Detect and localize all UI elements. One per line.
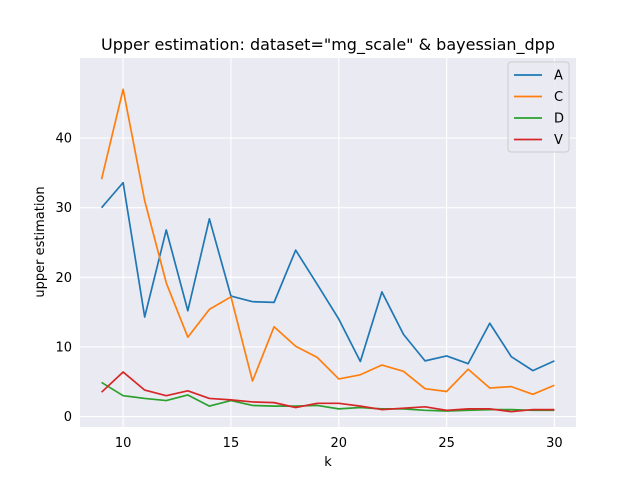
legend-label-A: A — [554, 69, 563, 84]
chart-title: Upper estimation: dataset="mg_scale" & b… — [101, 35, 555, 55]
x-axis-label: k — [324, 455, 332, 470]
x-tick-label: 20 — [331, 436, 348, 451]
y-tick-label: 0 — [64, 410, 72, 425]
grid — [80, 58, 576, 427]
legend-label-C: C — [554, 90, 563, 105]
ticks: 10 15 20 25 30 0 10 20 30 40 — [55, 132, 562, 451]
x-tick-label: 25 — [438, 436, 455, 451]
y-tick-label: 30 — [55, 201, 72, 216]
series-line-C — [100, 88, 555, 396]
series-line-V — [100, 371, 555, 413]
x-tick-label: 15 — [223, 436, 240, 451]
series-line-A — [100, 181, 555, 372]
legend-label-V: V — [554, 133, 563, 148]
y-axis-label: upper estimation — [33, 186, 48, 297]
x-tick-label: 30 — [546, 436, 563, 451]
series-line-D — [101, 381, 555, 412]
x-tick-label: 10 — [115, 436, 132, 451]
y-tick-label: 10 — [55, 340, 72, 355]
series-lines — [100, 88, 555, 413]
y-tick-label: 40 — [55, 132, 72, 147]
y-tick-label: 20 — [55, 271, 72, 286]
legend-label-D: D — [554, 112, 564, 127]
plot-area — [80, 58, 576, 427]
legend-box — [507, 61, 570, 153]
